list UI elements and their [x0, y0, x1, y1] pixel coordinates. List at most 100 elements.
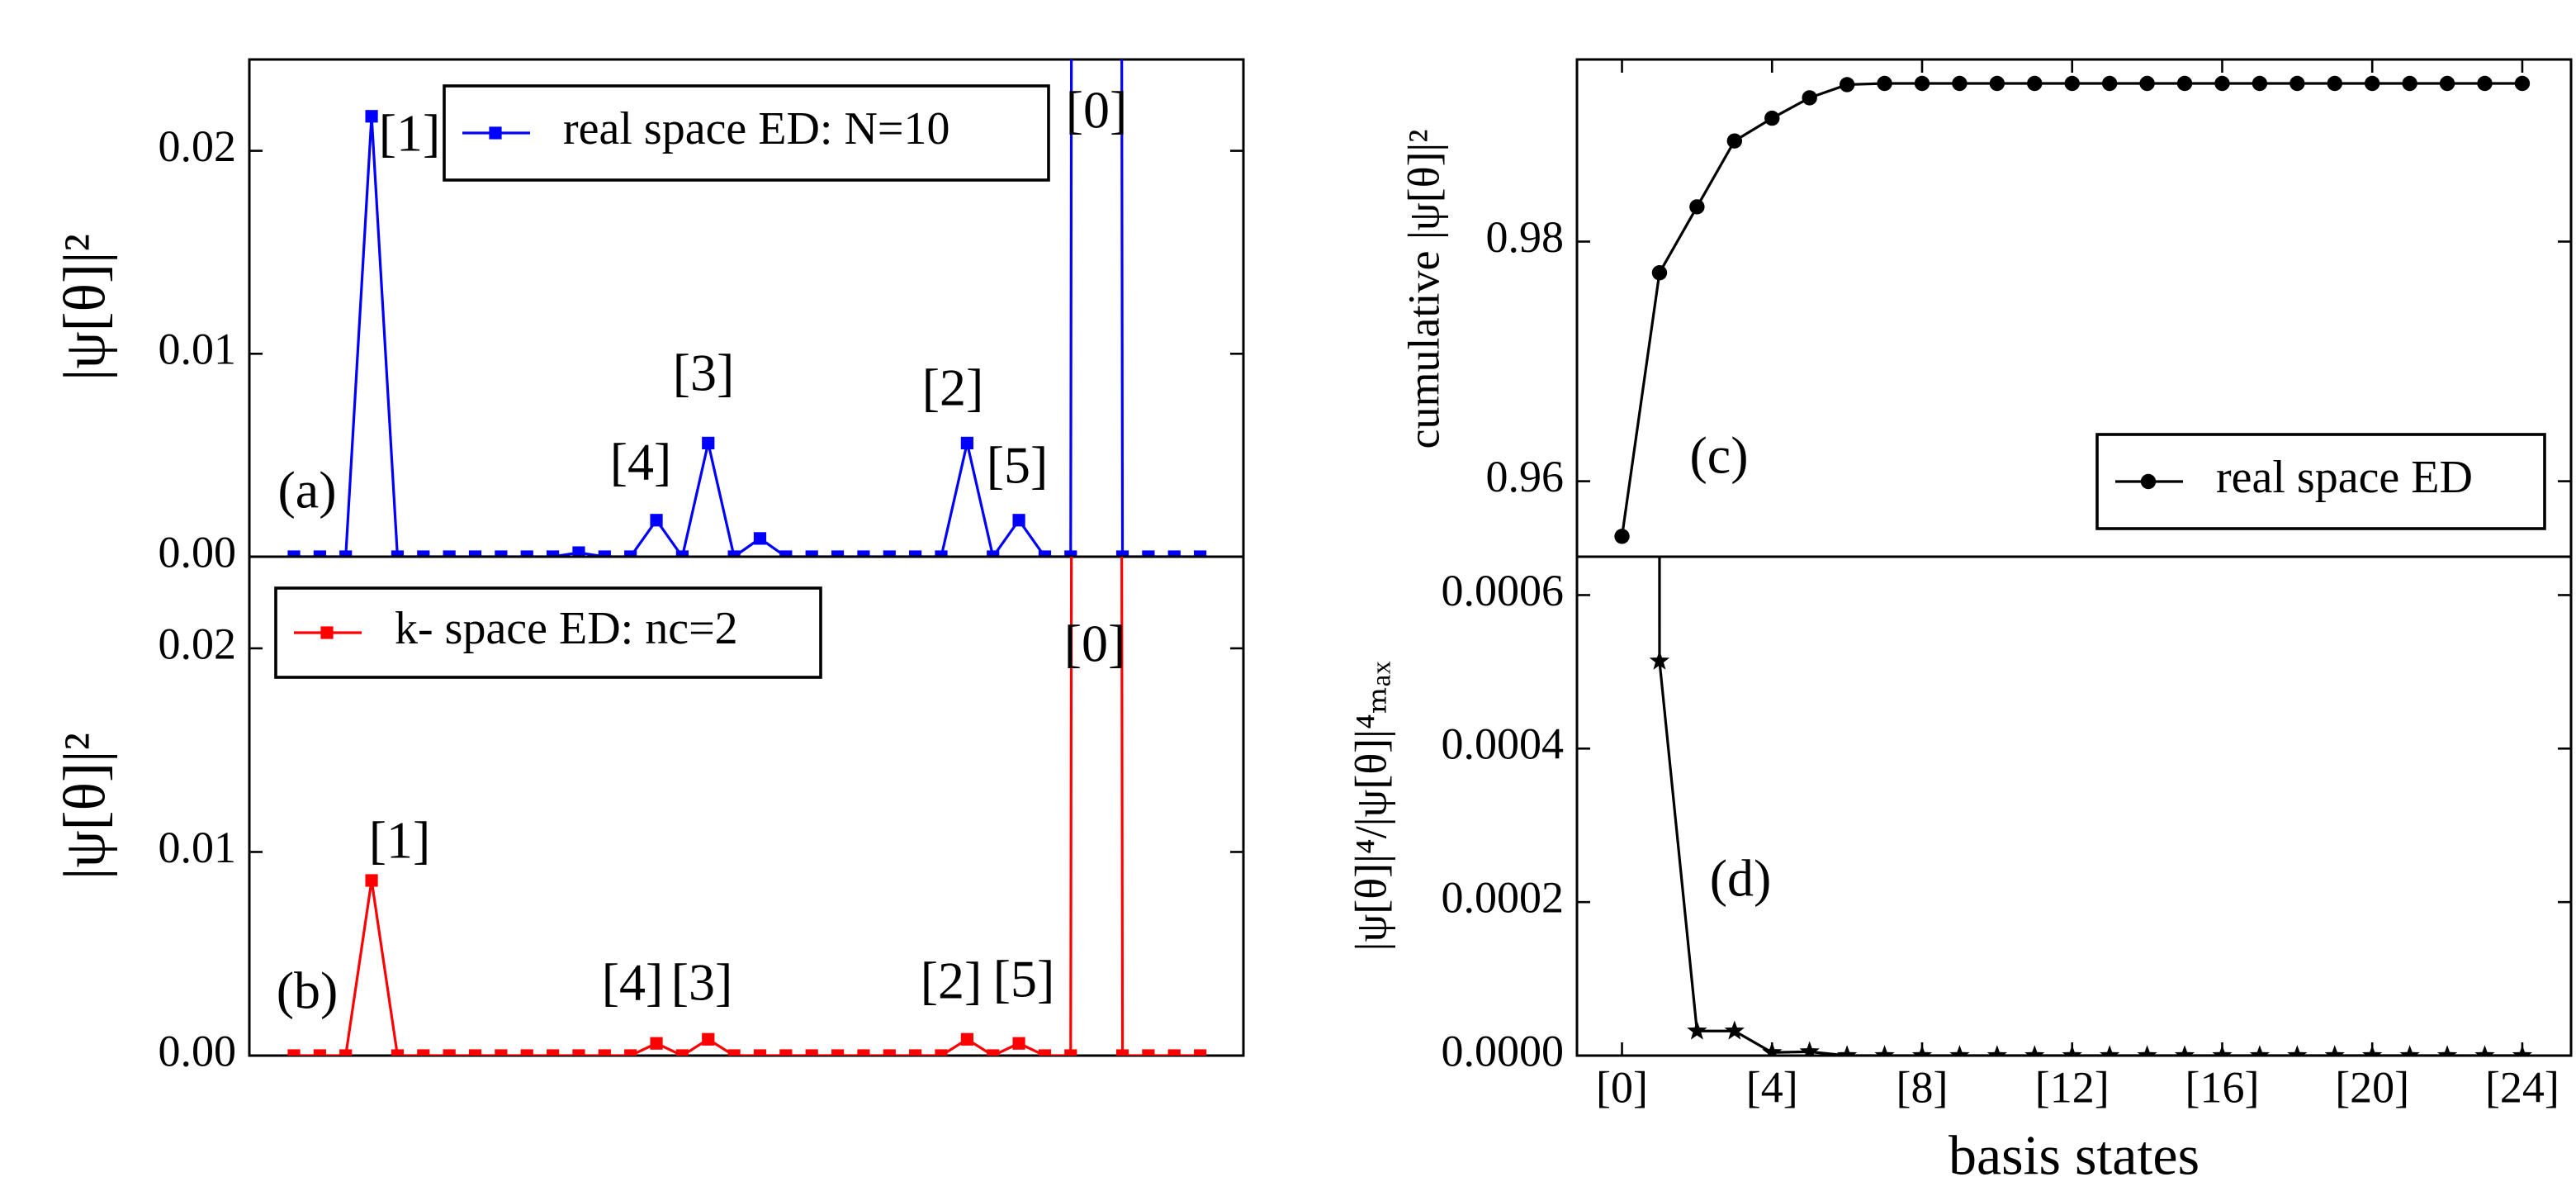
marker — [2174, 1045, 2195, 1056]
marker — [935, 1049, 948, 1056]
y-axis-label: cumulative |ψ[θ]|² — [1399, 130, 1448, 449]
marker — [468, 550, 482, 557]
marker — [598, 1049, 611, 1056]
y-tick-label: 0.0000 — [1442, 1026, 1565, 1075]
marker — [1064, 550, 1077, 557]
marker — [1874, 1045, 1895, 1056]
marker — [1839, 77, 1855, 93]
annotation: [5] — [987, 436, 1049, 495]
marker — [1949, 1045, 1970, 1056]
marker — [2249, 1045, 2271, 1056]
marker — [987, 1049, 1000, 1056]
marker — [1952, 75, 1968, 92]
marker — [909, 1049, 922, 1056]
marker — [2514, 75, 2531, 92]
marker — [1799, 1041, 1820, 1056]
marker — [1194, 1049, 1207, 1056]
x-axis-label: basis states — [1949, 1124, 2200, 1187]
marker — [2365, 75, 2380, 92]
marker — [1012, 514, 1025, 527]
annotation: [1] — [379, 104, 441, 163]
marker — [1115, 550, 1129, 557]
marker — [624, 1049, 637, 1056]
marker — [624, 550, 637, 557]
marker — [2062, 1045, 2082, 1056]
annotation: [2] — [922, 358, 984, 417]
plot-area — [287, 59, 1207, 557]
marker — [1687, 1020, 1707, 1040]
marker — [1914, 75, 1930, 92]
marker — [2477, 75, 2493, 92]
marker — [598, 550, 611, 557]
marker — [2099, 1045, 2120, 1056]
marker — [2290, 75, 2305, 92]
plot-area — [287, 557, 1207, 1056]
marker — [2176, 75, 2193, 92]
marker — [987, 550, 1000, 557]
marker — [1911, 1045, 1933, 1056]
marker — [2064, 75, 2080, 92]
annotation: [4] — [610, 433, 672, 491]
marker — [287, 1049, 301, 1056]
marker — [960, 1032, 973, 1046]
y-tick-label: 0.0006 — [1442, 566, 1565, 615]
marker — [417, 550, 430, 557]
marker — [443, 550, 456, 557]
annotation: [5] — [993, 950, 1055, 1009]
marker — [2399, 1045, 2420, 1056]
marker — [2140, 473, 2157, 490]
y-tick-label: 0.01 — [159, 823, 237, 872]
marker — [365, 874, 378, 887]
legend-box — [443, 84, 1050, 182]
marker — [1651, 265, 1668, 281]
marker — [1142, 1049, 1155, 1056]
marker — [417, 1049, 430, 1056]
marker — [2212, 1045, 2233, 1056]
marker — [2027, 75, 2043, 92]
marker — [339, 1049, 353, 1056]
marker — [779, 550, 793, 557]
panel-label: (c) — [1689, 426, 1748, 485]
marker — [650, 1037, 663, 1050]
annotation: [4] — [602, 953, 664, 1012]
marker — [2139, 75, 2155, 92]
y-tick-label: 0.96 — [1486, 452, 1565, 501]
y-tick-label: 0.01 — [159, 325, 237, 374]
legend-box — [274, 586, 822, 679]
y-tick-label: 0.00 — [159, 1026, 237, 1075]
marker — [805, 550, 818, 557]
marker — [1836, 1045, 1858, 1056]
marker — [857, 550, 870, 557]
y-axis-label: |ψ[θ]|² — [52, 234, 118, 381]
marker — [1064, 1049, 1077, 1056]
marker — [650, 514, 663, 527]
marker — [339, 550, 353, 557]
marker — [779, 1049, 793, 1056]
y-tick-label: 0.0002 — [1442, 873, 1565, 923]
marker — [2327, 75, 2342, 92]
marker — [883, 550, 896, 557]
marker — [960, 436, 973, 449]
annotation: [1] — [369, 811, 431, 870]
marker — [2362, 1045, 2383, 1056]
marker — [1614, 529, 1630, 544]
marker — [2287, 1045, 2308, 1056]
series-line — [294, 59, 1200, 557]
marker — [2436, 1045, 2458, 1056]
panel-label: (d) — [1710, 849, 1772, 908]
marker — [1194, 550, 1207, 557]
marker — [495, 1049, 508, 1056]
marker — [391, 1049, 405, 1056]
x-tick-label: [0] — [1596, 1062, 1648, 1112]
marker — [1012, 1037, 1025, 1050]
legend-label: real space ED: N=10 — [563, 103, 950, 154]
y-tick-label: 0.0004 — [1442, 719, 1565, 769]
marker — [489, 126, 502, 140]
x-tick-label: [16] — [2185, 1062, 2259, 1112]
marker — [313, 550, 326, 557]
marker — [727, 1049, 741, 1056]
y-axis-label: |ψ[θ]|⁴/|ψ[θ]|⁴ₘₐₓ — [1346, 661, 1395, 951]
x-tick-label: [12] — [2035, 1062, 2110, 1112]
marker — [2024, 1045, 2045, 1056]
